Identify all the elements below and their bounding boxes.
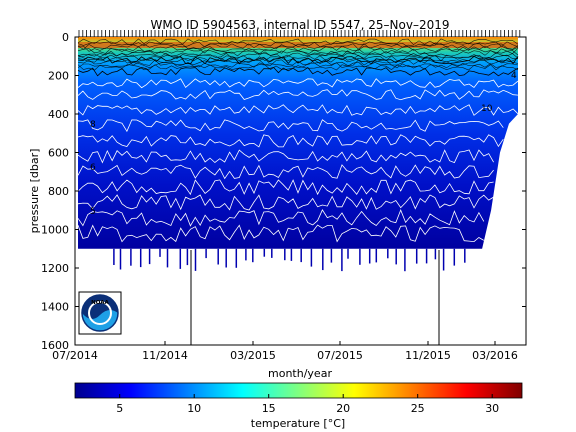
y-axis: 0 200 400 600 800 1000 1200 1400 1600 bbox=[41, 31, 526, 352]
dense-contour-bands bbox=[77, 38, 519, 71]
colorbar-tick-label: 10 bbox=[187, 402, 201, 415]
surface-warm-band bbox=[78, 42, 518, 48]
contour-labels: 8 6 5 4 10 bbox=[90, 71, 517, 217]
deep-profile-ticks bbox=[113, 248, 466, 272]
contour-label: 5 bbox=[90, 207, 96, 217]
y-tick-label: 1400 bbox=[41, 301, 69, 314]
thermocline-line bbox=[77, 61, 519, 69]
temperature-field bbox=[78, 37, 518, 249]
thermocline-line bbox=[77, 43, 519, 50]
y-tick-label: 1600 bbox=[41, 339, 69, 352]
y-tick-label: 400 bbox=[48, 108, 69, 121]
x-axis: 07/2014 11/2014 03/2015 07/2015 11/2015 03/20… bbox=[52, 341, 518, 362]
isotherm-contours bbox=[77, 55, 519, 243]
thermocline-line bbox=[77, 41, 519, 48]
logo-text: NOAA bbox=[91, 300, 109, 306]
contour-label: 8 bbox=[90, 120, 96, 130]
y-tick-label: 800 bbox=[48, 185, 69, 198]
colorbar-axis: 5 10 15 20 25 30 bbox=[116, 394, 499, 415]
colorbar-tick-label: 20 bbox=[336, 402, 350, 415]
isotherm-line bbox=[77, 164, 494, 180]
isotherm-line bbox=[77, 224, 485, 243]
y-axis-label: pressure [dbar] bbox=[28, 149, 41, 234]
colorbar-tick-label: 15 bbox=[262, 402, 276, 415]
y-tick-label: 0 bbox=[62, 31, 69, 44]
x-axis-label: month/year bbox=[268, 367, 332, 380]
colorbar-label: temperature [°C] bbox=[251, 417, 345, 430]
y-tick-label: 1000 bbox=[41, 224, 69, 237]
thermocline-line bbox=[77, 59, 519, 66]
chart-title: WMO ID 5904563, internal ID 5547, 25–Nov… bbox=[151, 18, 450, 32]
isotherm-line bbox=[77, 55, 519, 65]
x-tick-label: 03/2015 bbox=[230, 349, 276, 362]
isotherm-line bbox=[77, 209, 485, 227]
data-field bbox=[77, 37, 519, 345]
isotherm-line bbox=[77, 134, 504, 148]
isotherm-line bbox=[77, 119, 504, 133]
profile-time-ticks bbox=[78, 30, 521, 37]
y-tick-label: 200 bbox=[48, 70, 69, 83]
colorbar bbox=[74, 382, 523, 399]
thermocline-line bbox=[77, 57, 519, 64]
x-tick-label: 07/2014 bbox=[52, 349, 98, 362]
thermocline-line bbox=[77, 50, 519, 57]
contour-label: 6 bbox=[90, 163, 96, 173]
isotherm-line bbox=[77, 89, 519, 101]
thermocline-line bbox=[77, 54, 518, 62]
x-tick-label: 11/2014 bbox=[142, 349, 188, 362]
contour-label: 10 bbox=[481, 104, 493, 114]
x-tick-label: 03/2016 bbox=[472, 349, 518, 362]
y-tick-label: 600 bbox=[48, 147, 69, 160]
noaa-logo: NOAA bbox=[78, 291, 122, 335]
isotherm-line bbox=[77, 78, 519, 89]
isotherm-line bbox=[77, 179, 494, 196]
thermocline-line bbox=[77, 38, 519, 45]
isotherm-line bbox=[77, 194, 494, 211]
isotherm-line bbox=[77, 149, 494, 164]
isotherm-line bbox=[77, 66, 519, 77]
contour-label: 4 bbox=[511, 71, 517, 81]
thermocline-line bbox=[77, 64, 519, 71]
colorbar-tick-label: 30 bbox=[485, 402, 499, 415]
y-tick-label: 1200 bbox=[41, 262, 69, 275]
x-tick-label: 07/2015 bbox=[317, 349, 363, 362]
colorbar-tick-label: 5 bbox=[116, 402, 123, 415]
isotherm-line bbox=[77, 104, 519, 116]
x-tick-label: 11/2015 bbox=[405, 349, 451, 362]
colorbar-tick-label: 25 bbox=[411, 402, 425, 415]
